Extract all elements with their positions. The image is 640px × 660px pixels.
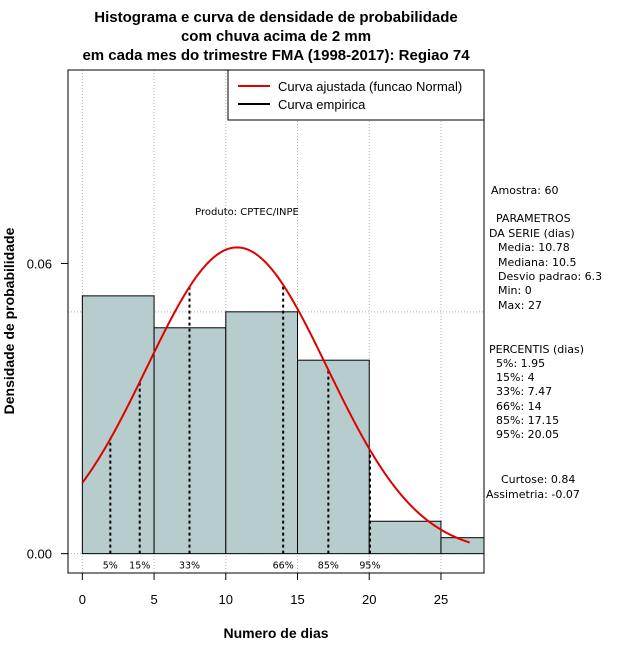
percentile-15: 15%: 4 [496, 371, 535, 384]
side-panel: Amostra: 60 PARAMETROS DA SERIE (dias) M… [486, 184, 602, 501]
y-tick-label: 0.00 [27, 547, 52, 562]
sample-size: Amostra: 60 [491, 184, 558, 197]
percentiles-title: PERCENTIS (dias) [489, 343, 584, 356]
y-axis: 0.00 0.06 [27, 256, 69, 562]
percentile-85: 85%: 17.15 [496, 414, 559, 427]
y-axis-title: Densidade de probabilidade [1, 227, 17, 414]
param-max: Max: 27 [498, 299, 542, 312]
histogram-bars [81, 295, 485, 555]
param-median: Mediana: 10.5 [498, 256, 576, 269]
histogram-bar [297, 359, 370, 555]
x-tick-label: 15 [290, 592, 304, 607]
histogram-bar [225, 311, 299, 555]
chart-title-line-1: Histograma e curva de densidade de proba… [94, 9, 457, 26]
kurtosis: Curtose: 0.84 [501, 473, 575, 486]
x-tick-label: 0 [79, 592, 86, 607]
param-mean: Media: 10.78 [498, 241, 570, 254]
params-subtitle: DA SERIE (dias) [489, 227, 575, 240]
percentile-label: 5% [103, 561, 118, 572]
percentile-label: 85% [318, 561, 339, 572]
legend-label-empirical: Curva empirica [278, 97, 366, 112]
percentile-lines: 5% 15% 33% 66% 85% 95% [103, 284, 381, 572]
x-tick-label: 25 [434, 592, 448, 607]
percentile-5: 5%: 1.95 [496, 357, 545, 370]
x-tick-label: 10 [219, 592, 233, 607]
y-tick-label: 0.06 [27, 256, 52, 271]
x-tick-label: 20 [362, 592, 376, 607]
x-tick-label: 5 [150, 592, 157, 607]
legend-box [227, 69, 485, 121]
percentile-label: 95% [359, 561, 380, 572]
x-axis-title: Numero de dias [223, 625, 328, 641]
params-title: PARAMETROS [496, 212, 571, 225]
percentile-95: 95%: 20.05 [496, 428, 559, 441]
percentile-33: 33%: 7.47 [496, 385, 552, 398]
param-sd: Desvio padrao: 6.3 [498, 270, 602, 283]
histogram-bar [153, 327, 227, 555]
param-min: Min: 0 [498, 284, 532, 297]
percentile-label: 66% [273, 561, 294, 572]
skewness: Assimetria: -0.07 [486, 488, 580, 501]
fitted-normal-curve [81, 246, 470, 544]
product-credit: Produto: CPTEC/INPE [195, 207, 299, 218]
chart-title-line-2: com chuva acima de 2 mm [181, 28, 371, 45]
percentile-label: 15% [129, 561, 150, 572]
legend-label-fitted: Curva ajustada (funcao Normal) [278, 79, 462, 94]
histogram-bar [368, 520, 442, 555]
legend: Curva ajustada (funcao Normal) Curva emp… [227, 69, 485, 121]
percentile-label: 33% [179, 561, 200, 572]
x-axis: 0 5 10 15 20 25 [79, 572, 448, 607]
chart-title-line-3: em cada mes do trimestre FMA (1998-2017)… [82, 47, 470, 64]
percentile-66: 66%: 14 [496, 400, 542, 413]
